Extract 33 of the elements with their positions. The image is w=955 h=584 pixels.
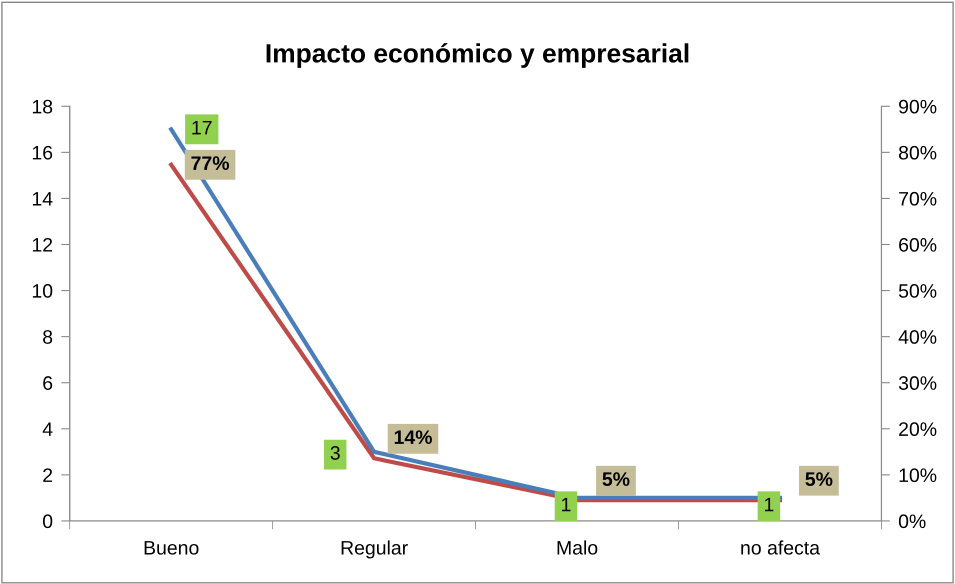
data-label: 17 [192, 120, 212, 134]
y2-tick-label: 50% [898, 284, 936, 298]
y-tick-label: 18 [32, 100, 52, 114]
data-label: 3 [330, 446, 340, 460]
data-label: 77% [191, 156, 230, 170]
x-tick-label: Regular [342, 540, 408, 558]
y-tick-label: 16 [32, 146, 52, 160]
y-tick-label: 0 [42, 514, 52, 528]
y2-tick-label: 80% [898, 146, 936, 160]
data-label: 5% [602, 472, 630, 486]
y2-tick-label: 60% [899, 238, 936, 252]
x-tick-label: Bueno [144, 541, 198, 555]
data-label: 14% [394, 430, 432, 444]
y-tick-label: 12 [32, 238, 52, 252]
y-tick-label: 14 [32, 192, 52, 206]
y-tick-label: 4 [42, 422, 52, 436]
y-tick-label: 10 [32, 284, 52, 298]
chart-title: Impacto económico y empresarial [266, 43, 688, 68]
y2-tick-label: 90% [899, 100, 936, 114]
y2-tick-label: 10% [900, 468, 936, 482]
x-tick-label: no afecta [741, 540, 820, 555]
data-label: 1 [764, 498, 774, 512]
y-tick-label: 6 [43, 376, 52, 390]
y2-tick-label: 40% [898, 330, 936, 344]
y-tick-label: 8 [43, 330, 52, 344]
y2-tick-label: 0% [898, 514, 926, 528]
y2-tick-label: 70% [899, 192, 936, 206]
y-tick-label: 2 [43, 468, 52, 482]
x-tick-label: Malo [558, 540, 598, 555]
data-label: 5% [805, 472, 832, 486]
data-label: 1 [562, 498, 570, 512]
y2-tick-label: 30% [898, 376, 936, 390]
y2-tick-label: 20% [899, 422, 936, 436]
